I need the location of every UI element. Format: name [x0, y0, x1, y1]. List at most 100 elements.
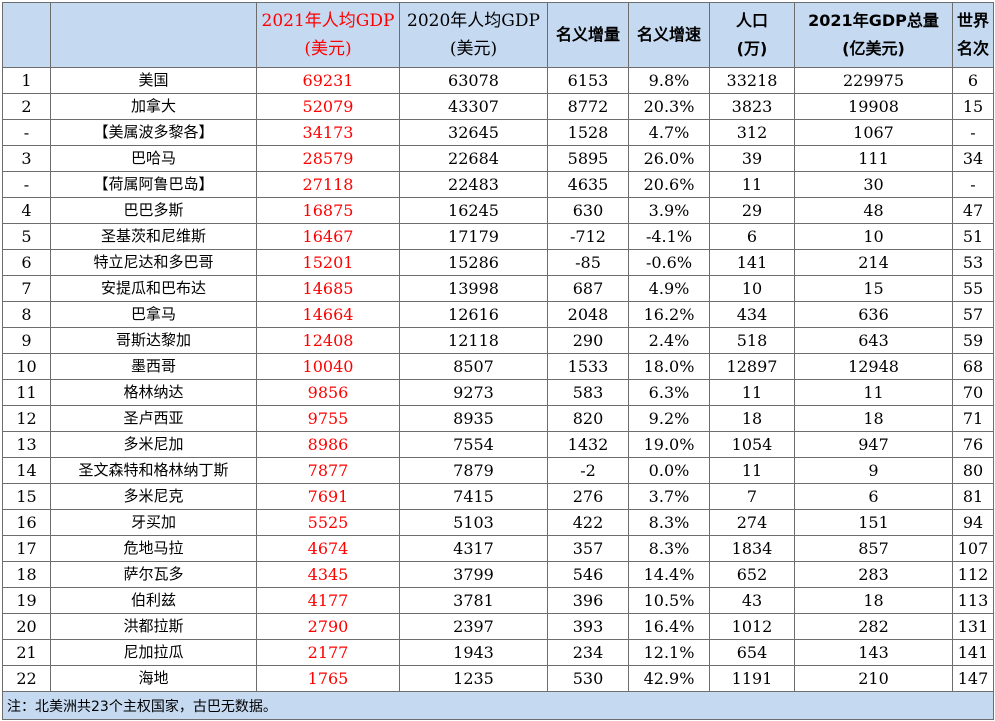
header-gdp-total-2021-line2: (亿美元) — [842, 39, 905, 58]
cell-gdp-pc-2021: 12408 — [256, 327, 400, 354]
table-row: 10 墨西哥 10040 8507 1533 18.0% 12897 12948 68 — [2, 353, 994, 380]
header-gdp-pc-2021: 2021年人均GDP (美元) — [256, 2, 400, 68]
cell-world-rank: 68 — [952, 353, 994, 380]
cell-nominal-increase: 630 — [547, 197, 629, 224]
cell-country: 加拿大 — [50, 93, 257, 120]
cell-population: 1191 — [709, 665, 795, 692]
cell-gdp-total-2021: 1067 — [794, 119, 953, 146]
cell-rank: 18 — [2, 561, 51, 588]
cell-nominal-growth: 9.8% — [628, 67, 710, 94]
cell-gdp-total-2021: 30 — [794, 171, 953, 198]
header-gdp-total-2021: 2021年GDP总量 (亿美元) — [794, 2, 953, 68]
table-row: 11 格林纳达 9856 9273 583 6.3% 11 11 70 — [2, 379, 994, 406]
cell-gdp-pc-2021: 4177 — [256, 587, 400, 614]
cell-gdp-pc-2021: 34173 — [256, 119, 400, 146]
cell-gdp-total-2021: 19908 — [794, 93, 953, 120]
cell-gdp-pc-2020: 17179 — [399, 223, 548, 250]
cell-nominal-increase: 276 — [547, 483, 629, 510]
header-country — [50, 2, 257, 68]
cell-country: 美国 — [50, 67, 257, 94]
cell-country: 圣基茨和尼维斯 — [50, 223, 257, 250]
cell-nominal-growth: 2.4% — [628, 327, 710, 354]
cell-nominal-increase: 234 — [547, 639, 629, 666]
table-row: 17 危地马拉 4674 4317 357 8.3% 1834 857 107 — [2, 535, 994, 562]
cell-gdp-total-2021: 9 — [794, 457, 953, 484]
cell-nominal-growth: 4.7% — [628, 119, 710, 146]
table-row: 6 特立尼达和多巴哥 15201 15286 -85 -0.6% 141 214 53 — [2, 249, 994, 276]
header-world-rank-line1: 世界 — [956, 11, 989, 30]
cell-gdp-pc-2020: 63078 — [399, 67, 548, 94]
cell-nominal-increase: 546 — [547, 561, 629, 588]
cell-world-rank: 6 — [952, 67, 994, 94]
cell-rank: 19 — [2, 587, 51, 614]
cell-gdp-pc-2021: 52079 — [256, 93, 400, 120]
cell-gdp-pc-2021: 5525 — [256, 509, 400, 536]
cell-world-rank: 76 — [952, 431, 994, 458]
cell-population: 654 — [709, 639, 795, 666]
cell-rank: - — [2, 119, 51, 146]
cell-nominal-increase: 422 — [547, 509, 629, 536]
cell-rank: 3 — [2, 145, 51, 172]
cell-gdp-pc-2020: 3781 — [399, 587, 548, 614]
table-row: 1 美国 69231 63078 6153 9.8% 33218 229975 6 — [2, 67, 994, 94]
cell-nominal-growth: 42.9% — [628, 665, 710, 692]
cell-population: 652 — [709, 561, 795, 588]
table-row: 15 多米尼克 7691 7415 276 3.7% 7 6 81 — [2, 483, 994, 510]
cell-nominal-growth: 19.0% — [628, 431, 710, 458]
cell-nominal-growth: 20.3% — [628, 93, 710, 120]
cell-world-rank: 107 — [952, 535, 994, 562]
cell-population: 43 — [709, 587, 795, 614]
table-row: 13 多米尼加 8986 7554 1432 19.0% 1054 947 76 — [2, 431, 994, 458]
cell-gdp-pc-2020: 32645 — [399, 119, 548, 146]
table-row: - 【美属波多黎各】 34173 32645 1528 4.7% 312 1067- — [2, 119, 994, 146]
cell-nominal-increase: 1432 — [547, 431, 629, 458]
cell-gdp-pc-2020: 8507 — [399, 353, 548, 380]
cell-country: 墨西哥 — [50, 353, 257, 380]
cell-rank: 16 — [2, 509, 51, 536]
cell-nominal-increase: 396 — [547, 587, 629, 614]
cell-world-rank: - — [952, 171, 994, 198]
cell-rank: 15 — [2, 483, 51, 510]
cell-country: 海地 — [50, 665, 257, 692]
cell-population: 1834 — [709, 535, 795, 562]
cell-nominal-increase: 1528 — [547, 119, 629, 146]
cell-gdp-pc-2021: 2790 — [256, 613, 400, 640]
table-body: 1 美国 69231 63078 6153 9.8% 33218 229975 6 2 加拿大 520… — [2, 67, 994, 692]
table-row: 19 伯利兹 4177 3781 396 10.5% 43 18 113 — [2, 587, 994, 614]
cell-country: 哥斯达黎加 — [50, 327, 257, 354]
cell-country: 特立尼达和多巴哥 — [50, 249, 257, 276]
table-row: 20 洪都拉斯 2790 2397 393 16.4% 1012 282 131 — [2, 613, 994, 640]
cell-gdp-total-2021: 10 — [794, 223, 953, 250]
cell-country: 安提瓜和巴布达 — [50, 275, 257, 302]
cell-gdp-pc-2020: 22684 — [399, 145, 548, 172]
cell-gdp-total-2021: 229975 — [794, 67, 953, 94]
cell-population: 39 — [709, 145, 795, 172]
cell-world-rank: 47 — [952, 197, 994, 224]
footnote: 注：北美洲共23个主权国家，古巴无数据。 — [2, 691, 994, 720]
cell-nominal-growth: 9.2% — [628, 405, 710, 432]
cell-rank: 14 — [2, 457, 51, 484]
cell-nominal-increase: 4635 — [547, 171, 629, 198]
cell-gdp-pc-2021: 2177 — [256, 639, 400, 666]
cell-world-rank: 94 — [952, 509, 994, 536]
cell-nominal-increase: 2048 — [547, 301, 629, 328]
cell-rank: 22 — [2, 665, 51, 692]
header-nominal-growth: 名义增速 — [628, 2, 710, 68]
cell-rank: 13 — [2, 431, 51, 458]
cell-nominal-increase: 530 — [547, 665, 629, 692]
cell-nominal-increase: -2 — [547, 457, 629, 484]
cell-country: 【美属波多黎各】 — [50, 119, 257, 146]
cell-gdp-pc-2021: 10040 — [256, 353, 400, 380]
cell-nominal-growth: 8.3% — [628, 509, 710, 536]
cell-population: 12897 — [709, 353, 795, 380]
cell-population: 3823 — [709, 93, 795, 120]
cell-nominal-growth: 10.5% — [628, 587, 710, 614]
cell-country: 多米尼克 — [50, 483, 257, 510]
cell-rank: 21 — [2, 639, 51, 666]
cell-nominal-growth: 0.0% — [628, 457, 710, 484]
header-world-rank-line2: 名次 — [956, 39, 989, 58]
cell-nominal-growth: 12.1% — [628, 639, 710, 666]
cell-nominal-increase: 290 — [547, 327, 629, 354]
cell-rank: 10 — [2, 353, 51, 380]
cell-rank: 17 — [2, 535, 51, 562]
